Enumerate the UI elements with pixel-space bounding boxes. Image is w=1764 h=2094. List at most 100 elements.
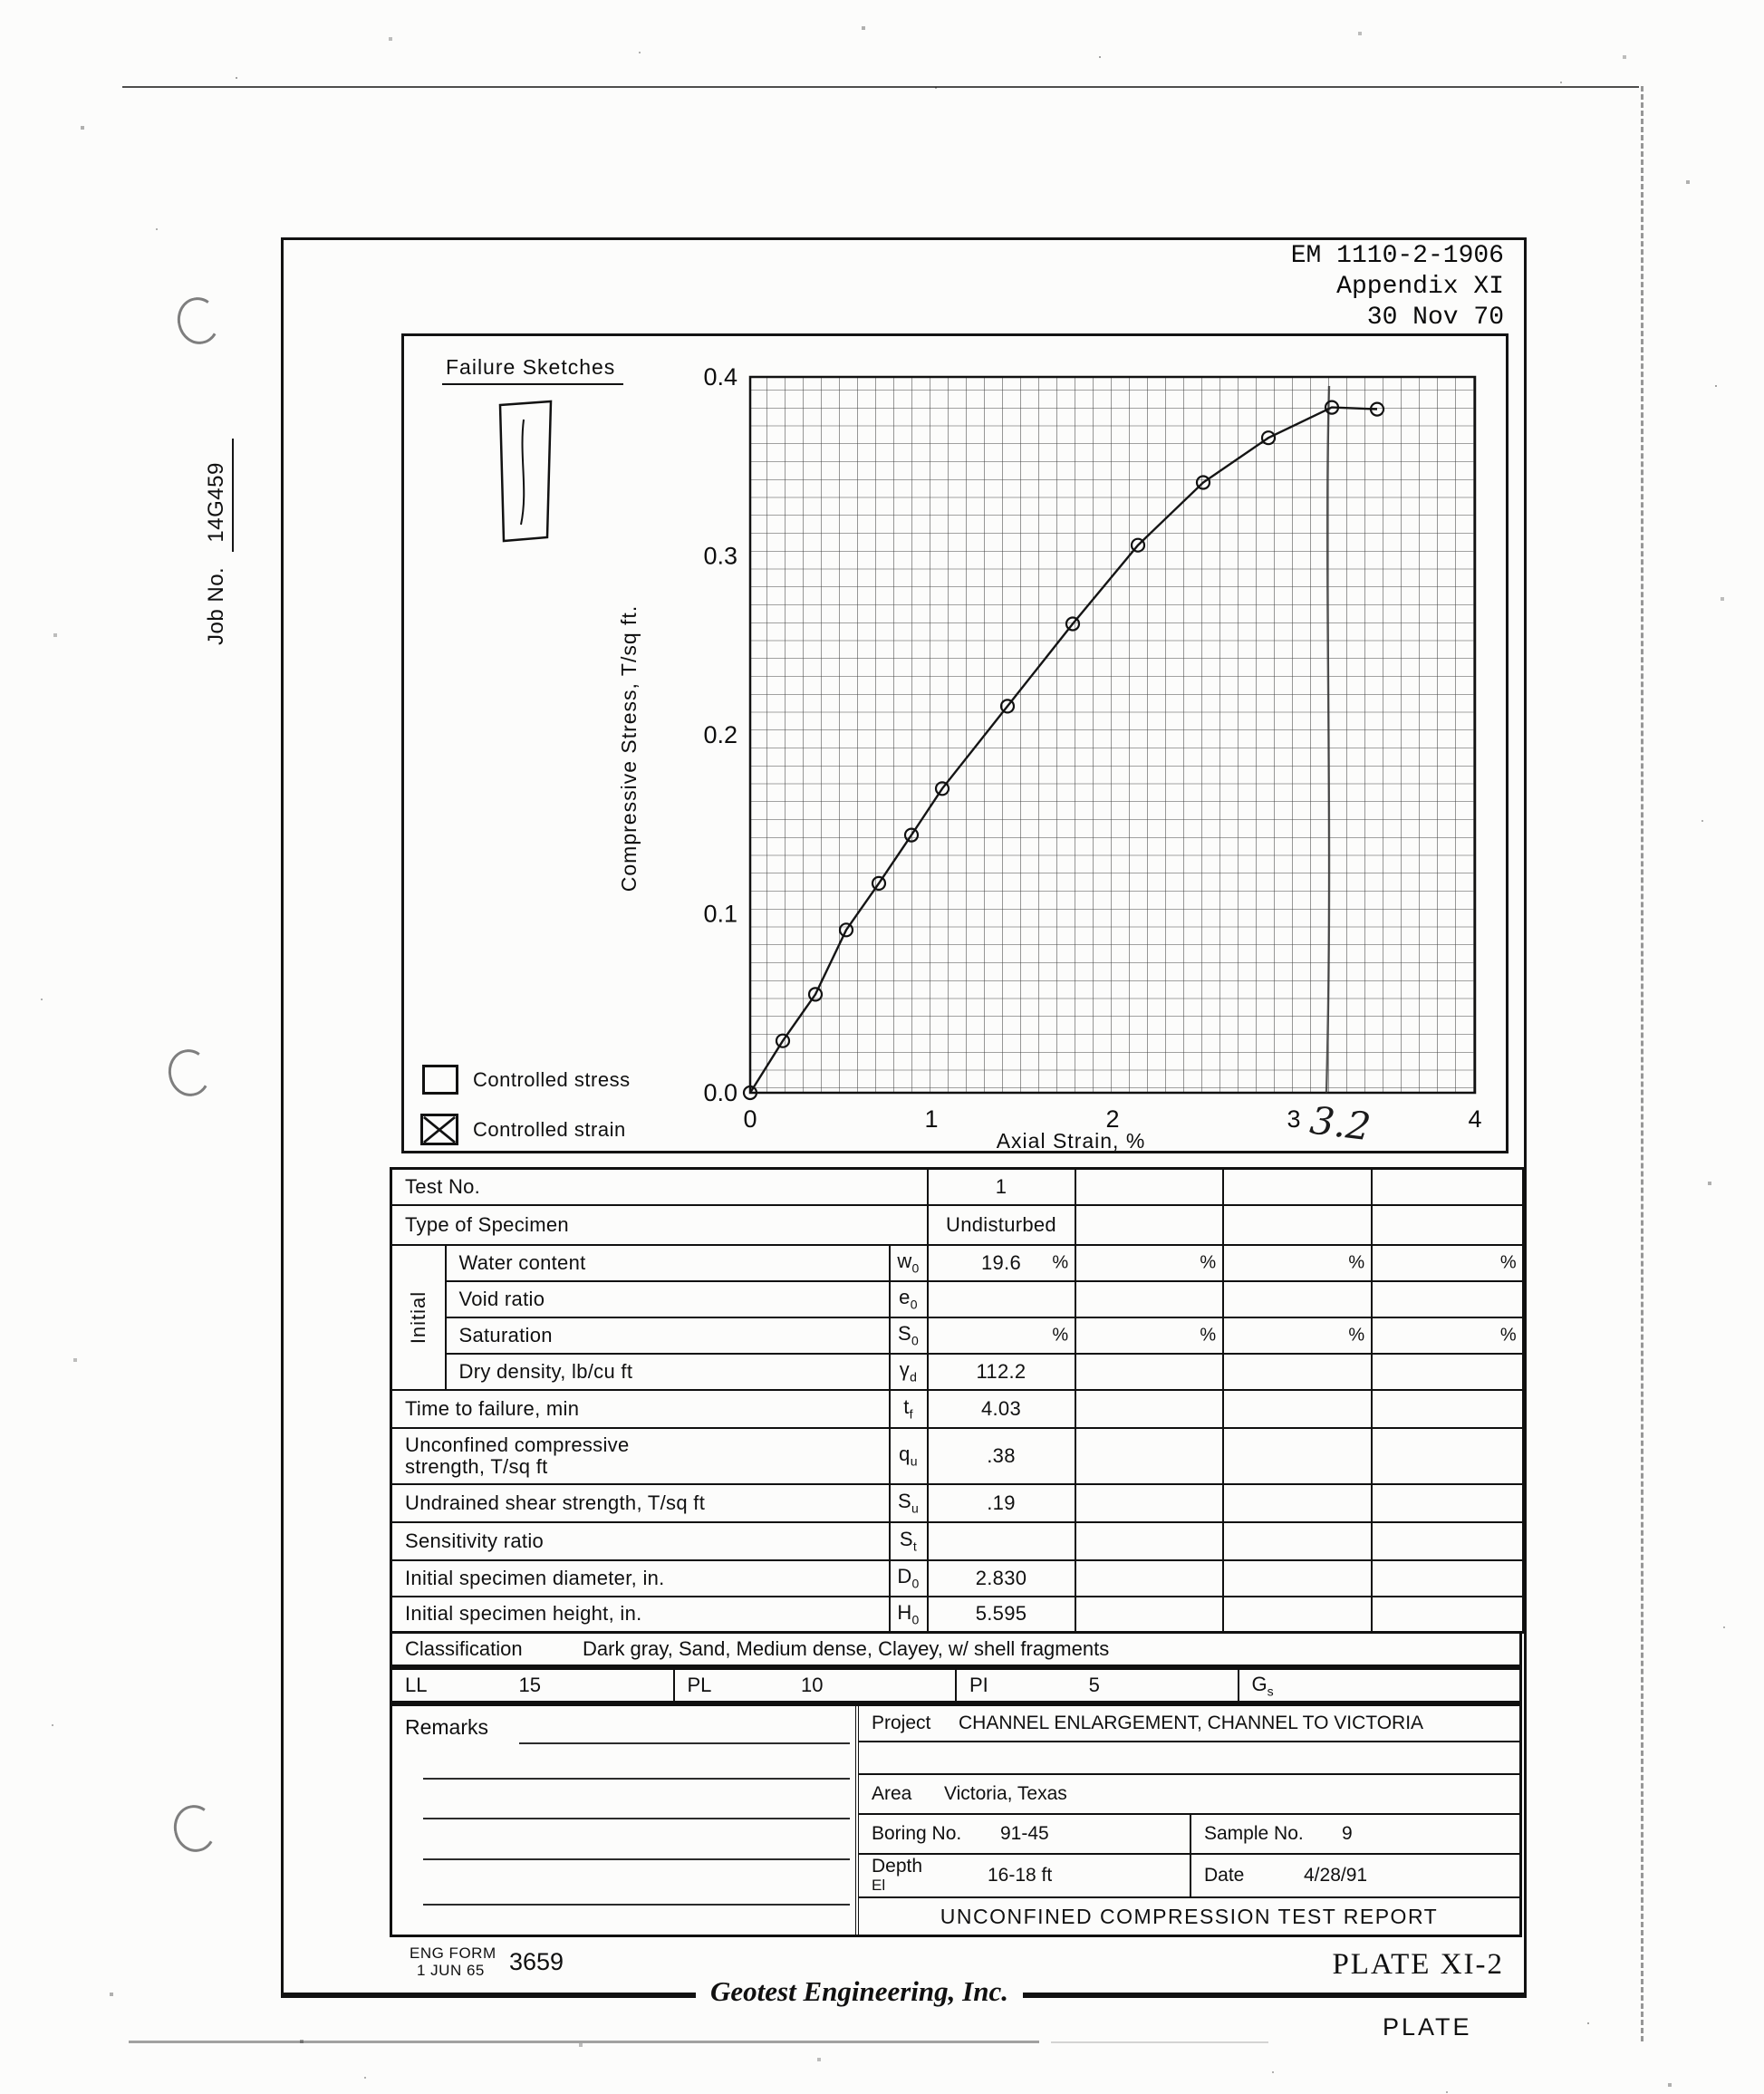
dry-density-value: 112.2	[926, 1352, 1076, 1391]
table-row: Test No. 1	[390, 1167, 1525, 1206]
symbol-tf: tf	[888, 1388, 929, 1429]
remarks-blank-line	[423, 1904, 850, 1906]
depth-value: 16-18 ft	[988, 1865, 1053, 1886]
failure-strain-line	[1325, 385, 1331, 1094]
svg-text:0.2: 0.2	[703, 721, 737, 748]
handwritten-failure-strain: 3.2	[1307, 1098, 1373, 1150]
svg-text:0: 0	[743, 1105, 757, 1133]
stress-strain-chart-panel: Failure Sketches 0.0 0.1 0.2 0.3 0.4 0 1 2 3 4 C…	[401, 333, 1509, 1153]
scan-edge-line-bottom-2	[1051, 2041, 1268, 2043]
header-manual-number: EM 1110-2-1906	[1290, 242, 1504, 270]
symbol-h0: H0	[888, 1595, 929, 1634]
project-label: Project	[872, 1713, 931, 1733]
row-label: Sensitivity ratio	[390, 1520, 891, 1561]
date-label: Date	[1204, 1865, 1245, 1886]
stress-strain-curve	[748, 406, 1378, 1094]
y-axis-title: Compressive Stress, T/sq ft.	[617, 605, 641, 892]
row-label: Undrained shear strength, T/sq ft	[390, 1482, 891, 1523]
remarks-label: Remarks	[405, 1715, 489, 1739]
scan-edge-line-bottom	[129, 2041, 1039, 2043]
boring-value: 91-45	[1000, 1823, 1049, 1844]
classification-value: Dark gray, Sand, Medium dense, Clayey, w…	[583, 1637, 1110, 1660]
symbol-qu: qu	[888, 1426, 929, 1485]
punch-hole-mark	[164, 1045, 215, 1101]
symbol-gamma-d: γd	[888, 1352, 929, 1391]
time-to-failure-value: 4.03	[926, 1388, 1076, 1429]
shear-strength-value: .19	[926, 1482, 1076, 1523]
svg-text:2: 2	[1105, 1105, 1119, 1133]
depth-date-row: Depth El 16-18 ft Date 4/28/91	[859, 1855, 1519, 1898]
report-title: UNCONFINED COMPRESSION TEST REPORT	[940, 1904, 1439, 1928]
table-row: Dry density, lb/cu ft γd 112.2	[391, 1352, 1525, 1391]
elevation-label: El	[872, 1876, 886, 1894]
remarks-blank-line	[423, 1858, 850, 1860]
legend-controlled-strain: Controlled strain	[420, 1114, 626, 1145]
initial-group-label: Initial	[390, 1243, 447, 1391]
height-value: 5.595	[926, 1595, 1076, 1634]
table-row: Unconfined compressive strength, T/sq ft …	[390, 1426, 1525, 1485]
row-label: Water content	[444, 1243, 891, 1282]
diameter-value: 2.830	[926, 1558, 1076, 1597]
document-reference-header: EM 1110-2-1906 Appendix XI 30 Nov 70	[997, 241, 1504, 333]
symbol-e0: e0	[888, 1279, 929, 1318]
sample-cell: Sample No. 9	[1191, 1815, 1519, 1853]
checkbox-unchecked-icon	[422, 1065, 458, 1095]
table-row: Initial specimen height, in. H0 5.595	[390, 1595, 1525, 1634]
boring-cell: Boring No. 91-45	[859, 1815, 1191, 1853]
project-box: Project CHANNEL ENLARGEMENT, CHANNEL TO …	[859, 1706, 1519, 1935]
empty-row	[859, 1742, 1519, 1775]
scan-edge-line-top	[122, 86, 1639, 88]
punch-hole-mark	[169, 1800, 220, 1857]
remarks-project-section: Remarks Project CHANNEL ENLARGEMENT, CHA…	[390, 1703, 1522, 1937]
plate-label: PLATE	[1383, 2013, 1472, 2041]
remarks-blank-line	[519, 1742, 850, 1744]
row-label: Time to failure, min	[390, 1388, 891, 1429]
remarks-blank-line	[423, 1778, 850, 1780]
row-label: Test No.	[390, 1167, 929, 1206]
svg-text:1: 1	[924, 1105, 938, 1133]
table-row: Undrained shear strength, T/sq ft Su .19	[390, 1482, 1525, 1523]
gs-cell: Gs	[1251, 1672, 1274, 1699]
sample-value: 9	[1342, 1823, 1353, 1844]
data-point-markers	[742, 400, 1385, 1101]
eng-form-stamp: ENG FORM 1 JUN 65	[410, 1944, 496, 1979]
symbol-w0: w0	[888, 1243, 929, 1282]
failure-sketch-specimen	[498, 400, 553, 543]
table-row: Time to failure, min tf 4.03	[390, 1388, 1525, 1429]
x-mark-icon	[423, 1116, 456, 1143]
row-label: Type of Specimen	[390, 1203, 929, 1246]
svg-text:0.0: 0.0	[703, 1079, 737, 1106]
symbol-st: St	[888, 1520, 929, 1561]
plot-grid	[748, 375, 1477, 1095]
pl-cell: PL 10	[675, 1670, 957, 1701]
unconfined-strength-value: .38	[926, 1426, 1076, 1485]
scan-edge-line-right	[1641, 86, 1644, 2041]
symbol-su: Su	[888, 1482, 929, 1523]
pl-value: 10	[801, 1674, 824, 1696]
y-axis-tick-labels: 0.0 0.1 0.2 0.3 0.4	[703, 363, 737, 1106]
area-row: Area Victoria, Texas	[859, 1775, 1519, 1815]
svg-text:0.4: 0.4	[703, 363, 737, 391]
scan-noise-specks	[0, 0, 2, 2]
pi-cell: PI 5	[957, 1670, 1239, 1701]
row-label: Initial specimen diameter, in.	[390, 1558, 891, 1597]
punch-hole-mark	[173, 293, 224, 349]
specimen-type-value: Undisturbed	[926, 1203, 1076, 1246]
legend-controlled-stress: Controlled stress	[422, 1065, 631, 1095]
x-axis-tick-labels: 0 1 2 3 4	[743, 1105, 1481, 1133]
svg-text:3: 3	[1287, 1105, 1300, 1133]
atterberg-limits-row: LL 15 PL 10 PI 5 Gs	[390, 1667, 1522, 1703]
header-appendix: Appendix XI	[1336, 273, 1504, 301]
classification-row: Classification Dark gray, Sand, Medium d…	[390, 1631, 1522, 1667]
failure-sketches-title: Failure Sketches	[446, 355, 615, 379]
remarks-blank-line	[423, 1818, 850, 1819]
ll-value: 15	[518, 1674, 541, 1696]
legend-label: Controlled strain	[473, 1117, 626, 1141]
svg-text:0.1: 0.1	[703, 901, 737, 928]
boring-sample-row: Boring No. 91-45 Sample No. 9	[859, 1815, 1519, 1855]
table-row: Initial Water content w0 19.6% % % %	[390, 1243, 1525, 1391]
symbol-s0: S0	[888, 1316, 929, 1355]
stress-strain-chart: Failure Sketches 0.0 0.1 0.2 0.3 0.4 0 1 2 3 4 C…	[442, 355, 1482, 1151]
date-value: 4/28/91	[1304, 1865, 1368, 1886]
